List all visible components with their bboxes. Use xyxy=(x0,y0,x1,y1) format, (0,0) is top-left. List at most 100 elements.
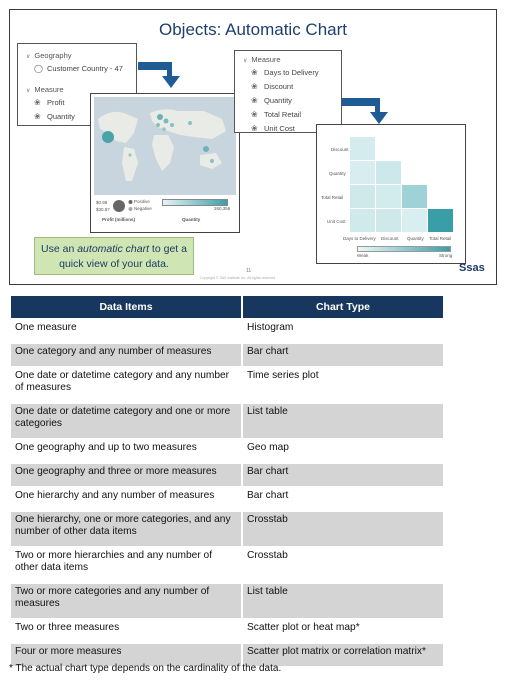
map-legend: $0.98 $30.87 Positive Negative 260,356 P… xyxy=(94,197,236,230)
panel-group-measure: ∨ Measure xyxy=(243,55,281,64)
cell-data-items: One date or datetime category and one or… xyxy=(11,404,241,438)
arrow-right-down-icon xyxy=(138,62,180,88)
cell-chart-type: List table xyxy=(243,404,443,438)
correlation-matrix-preview: Discount Quantity Total Retail Unit Cost… xyxy=(316,124,466,264)
cell-chart-type: Bar chart xyxy=(243,464,443,486)
measure-icon: ❀ xyxy=(251,82,258,91)
panel-group-geography: ∨ Geography xyxy=(26,51,72,60)
row-label-total-retail: Total Retail xyxy=(321,195,344,200)
table-row: Four or more measures Scatter plot matri… xyxy=(11,644,443,666)
legend-size-circle xyxy=(113,200,125,212)
cell-chart-type: List table xyxy=(243,584,443,618)
table-row: Two or more hierarchies and any number o… xyxy=(11,548,443,582)
cell-data-items: One date or datetime category and any nu… xyxy=(15,370,230,393)
cell-chart-type: Histogram xyxy=(247,322,294,333)
table-row: One date or datetime category and one or… xyxy=(11,404,443,438)
table-header-row: Data Items Chart Type xyxy=(11,296,443,318)
legend-bar-max: 260,356 xyxy=(214,206,231,211)
panel-item-profit: ❀ Profit xyxy=(18,96,136,110)
measure-icon: ❀ xyxy=(251,124,258,133)
table-row: One geography and up to two measures Geo… xyxy=(11,440,443,462)
footnote: * The actual chart type depends on the c… xyxy=(9,663,282,674)
measure-icon: ❀ xyxy=(34,112,41,121)
legend-negative: Negative xyxy=(134,206,152,211)
correlation-matrix xyxy=(350,137,453,232)
cell-data-items: Two or more hierarchies and any number o… xyxy=(15,550,213,573)
cell-data-items: One category and any number of measures xyxy=(11,344,241,366)
legend-value-top: $0.98 xyxy=(96,200,108,205)
cell-data-items: Two or three measures xyxy=(15,622,120,633)
cell-chart-type: Bar chart xyxy=(247,490,289,501)
cell-chart-type: Crosstab xyxy=(247,550,288,561)
world-map xyxy=(94,97,236,195)
slide-number: 11 xyxy=(246,268,252,274)
row-label-discount: Discount xyxy=(331,147,349,152)
panel-group-measure: ∨ Measure xyxy=(26,85,64,94)
slide-title: Objects: Automatic Chart xyxy=(158,20,348,39)
geo-map-preview: $0.98 $30.87 Positive Negative 260,356 P… xyxy=(90,93,240,233)
panel-item-quantity: ❀ Quantity xyxy=(235,94,341,108)
legend-value-bottom: $30.87 xyxy=(96,207,110,212)
legend-color-label: Quantity xyxy=(182,217,201,222)
callout-box: Use an automatic chart to get a quick vi… xyxy=(34,237,194,275)
cell-data-items: One hierarchy and any number of measures xyxy=(15,490,215,501)
chevron-down-icon: ∨ xyxy=(26,88,31,94)
table-row: One geography and three or more measures… xyxy=(11,464,443,486)
row-label-quantity: Quantity xyxy=(329,171,346,176)
heatmap-legend-low: Weak xyxy=(357,253,369,258)
panel-item-quantity: ❀ Quantity xyxy=(18,110,136,124)
col-label-discount: Discount xyxy=(381,236,399,241)
table-row: Two or more categories and any number of… xyxy=(11,584,443,618)
header-data-items: Data Items xyxy=(11,296,241,318)
globe-icon: ◯ xyxy=(34,64,43,73)
arrow-right-down-icon xyxy=(342,98,388,124)
cell-chart-type: Bar chart xyxy=(243,344,443,366)
col-label-total-retail: Total Retail xyxy=(429,236,452,241)
slide-image: Objects: Automatic Chart ∨ Geography ◯ Cus… xyxy=(9,9,497,285)
panel-item-days-to-delivery: ❀ Days to Delivery xyxy=(235,66,341,80)
legend-color-bar xyxy=(162,199,228,206)
legend-positive: Positive xyxy=(134,199,150,204)
slide-copyright: Copyright © SAS Institute Inc. All right… xyxy=(200,276,277,280)
cell-chart-type: Geo map xyxy=(247,442,289,453)
table-row: Two or three measures Scatter plot or he… xyxy=(11,620,443,642)
cell-chart-type: Scatter plot matrix or correlation matri… xyxy=(243,644,443,666)
cell-data-items: Four or more measures xyxy=(11,644,241,666)
chevron-down-icon: ∨ xyxy=(26,54,31,60)
panel-item-discount: ❀ Discount xyxy=(235,80,341,94)
panel-item-total-retail: ❀ Total Retail xyxy=(235,108,341,122)
table-row: One measure Histogram xyxy=(11,320,443,342)
row-label-unit-cost: Unit Cost xyxy=(327,219,346,224)
table-row: One hierarchy, one or more categories, a… xyxy=(11,512,443,546)
header-chart-type: Chart Type xyxy=(243,296,443,318)
col-label-quantity: Quantity xyxy=(407,236,424,241)
measure-icon: ❀ xyxy=(251,96,258,105)
sas-logo: Ssas xyxy=(459,262,485,274)
legend-size-label: Profit (millions) xyxy=(102,217,135,222)
measure-icon: ❀ xyxy=(251,68,258,77)
data-panel-geography: ∨ Geography ◯ Customer Country - 47 ∨ Measu… xyxy=(17,43,137,126)
col-label-days-to-delivery: Days to Delivery xyxy=(343,236,376,241)
chevron-down-icon: ∨ xyxy=(243,58,248,64)
cell-data-items: One hierarchy, one or more categories, a… xyxy=(11,512,241,546)
cell-data-items: One geography and three or more measures xyxy=(11,464,241,486)
panel-item-unit-cost: ❀ Unit Cost xyxy=(235,122,341,136)
heatmap-legend-bar xyxy=(357,246,451,252)
cell-chart-type: Crosstab xyxy=(243,512,443,546)
heatmap-legend-high: Strong xyxy=(439,253,453,258)
table-row: One date or datetime category and any nu… xyxy=(11,368,443,402)
cell-data-items: Two or more categories and any number of… xyxy=(11,584,241,618)
cell-chart-type: Scatter plot or heat map* xyxy=(247,622,360,633)
legend-sign-dots xyxy=(128,200,133,211)
measure-icon: ❀ xyxy=(34,98,41,107)
table-row: One hierarchy and any number of measures… xyxy=(11,488,443,510)
data-panel-measures: ∨ Measure ❀ Days to Delivery ❀ Discount ❀ Qu… xyxy=(234,50,342,133)
cell-chart-type: Time series plot xyxy=(247,370,319,381)
table-row: One category and any number of measures … xyxy=(11,344,443,366)
measure-icon: ❀ xyxy=(251,110,258,119)
cell-data-items: One geography and up to two measures xyxy=(15,442,197,453)
chart-type-table: Data Items Chart Type One measure Histog… xyxy=(9,294,445,668)
callout-emphasis: automatic chart xyxy=(77,243,150,255)
panel-item-customer-country: ◯ Customer Country - 47 xyxy=(18,62,136,76)
cell-data-items: One measure xyxy=(15,322,77,333)
